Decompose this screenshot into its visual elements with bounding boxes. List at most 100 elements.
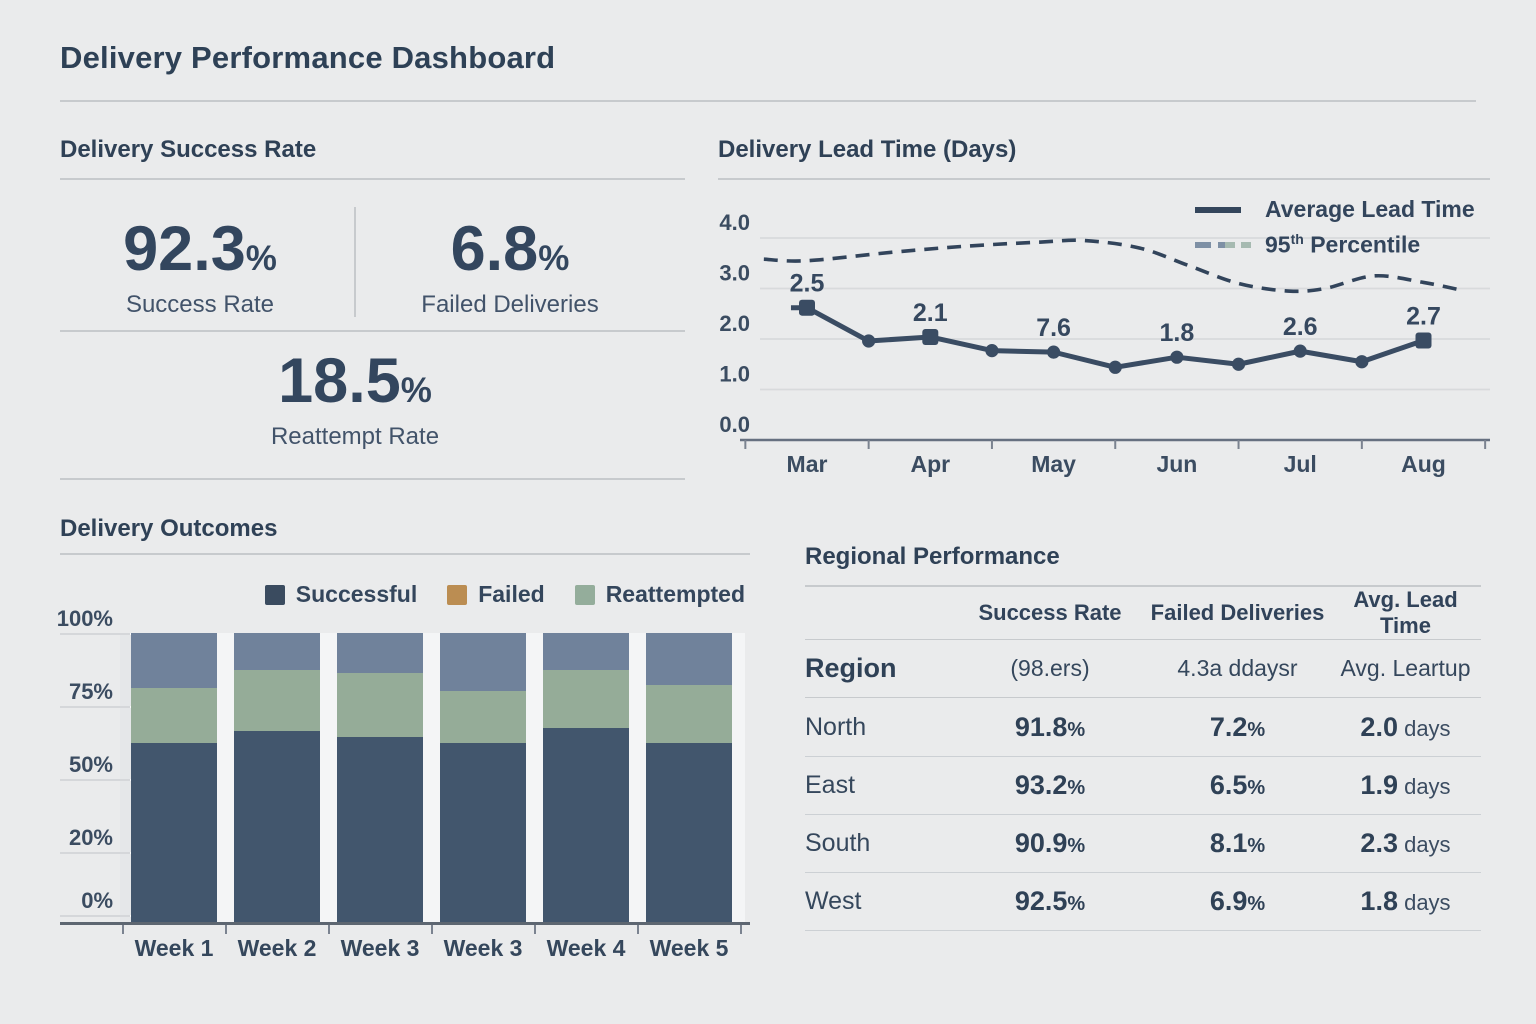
data-label: 7.6	[1036, 314, 1071, 342]
legend-label: Failed	[478, 581, 545, 607]
bar-segment-reattempted	[131, 688, 217, 743]
lead-value: 2.0 days	[1360, 712, 1451, 742]
series-95th-percentile	[763, 238, 1461, 294]
subheader-region: Region	[805, 653, 897, 683]
column-header-avg-lead-time: Avg. Lead Time	[1353, 587, 1458, 638]
page-title: Delivery Performance Dashboard	[60, 40, 556, 75]
table-row: South 90.9% 8.1% 2.3 days	[805, 815, 1481, 873]
divider	[805, 585, 1481, 587]
kpi-section-title: Delivery Success Rate	[60, 136, 317, 163]
bar-segment-successful	[131, 743, 217, 922]
legend-item: 95th Percentile	[1195, 231, 1475, 259]
subheader-col1: (98.ers)	[1010, 655, 1090, 681]
bar-week-4	[440, 633, 526, 922]
legend-label: Average Lead Time	[1265, 196, 1475, 222]
regional-performance-panel: Regional Performance Success Rate Failed…	[805, 535, 1481, 955]
legend-item: Successful	[264, 581, 418, 608]
x-tick-label: Week 5	[649, 935, 729, 961]
kpi-value: 18.5%	[278, 346, 432, 416]
bar-segment-reattempted	[646, 685, 732, 743]
kpi-vertical-divider	[354, 207, 356, 317]
data-label: 2.1	[913, 299, 948, 327]
subheader-col2: 4.3a ddaysr	[1177, 655, 1298, 681]
divider	[60, 553, 750, 555]
kpi-label: Reattempt Rate	[270, 423, 440, 450]
success-value: 93.2%	[1014, 770, 1086, 800]
x-tick	[327, 925, 330, 934]
x-tick-label: Jul	[1284, 451, 1317, 477]
x-tick	[224, 925, 227, 934]
divider	[60, 178, 685, 180]
y-tick-label: 3.0	[719, 261, 750, 286]
kpi-failed-deliveries: 6.8% Failed Deliveries	[390, 218, 630, 319]
bar-segment-failed	[543, 633, 629, 670]
gridline-stub	[60, 779, 130, 781]
data-label: 2.5	[790, 270, 825, 298]
failed-value: 6.9%	[1209, 886, 1266, 916]
data-point	[799, 299, 815, 316]
reattempted-swatch	[574, 584, 595, 605]
gridline-stub	[60, 633, 130, 635]
kpi-value: 92.3%	[123, 214, 277, 284]
gridline-stub	[60, 852, 130, 854]
bar-segment-reattempted	[543, 670, 629, 728]
bar-gap	[629, 633, 646, 922]
data-point	[1047, 345, 1061, 359]
bar-segment-failed	[440, 633, 526, 691]
success-value: 90.9%	[1014, 828, 1086, 858]
outcomes-legend: Successful Failed Reattempted	[120, 581, 745, 608]
success-value: 92.5%	[1014, 886, 1086, 916]
legend-label: Successful	[295, 581, 418, 607]
data-point	[1108, 360, 1122, 374]
bar-segment-successful	[646, 743, 732, 922]
y-tick-label: 75%	[68, 679, 113, 704]
y-tick-label: 0.0	[719, 412, 750, 437]
x-tick	[121, 925, 124, 934]
data-point	[1170, 350, 1184, 364]
title-divider	[60, 100, 1476, 102]
lead-time-chart: 0.0 1.0 2.0 3.0 4.0 Mar Apr May Jun Jul Aug 2.5 2.1 7…	[719, 210, 1490, 477]
bar-segment-reattempted	[440, 691, 526, 743]
bar-gap	[217, 633, 234, 922]
bar-week-1	[131, 633, 217, 922]
lead-time-legend: Average Lead Time 95th Percentile	[1195, 196, 1475, 259]
regional-section-title: Regional Performance	[805, 543, 1060, 570]
kpi-reattempt-rate: 18.5% Reattempt Rate	[235, 350, 475, 451]
success-value: 91.8%	[1014, 712, 1086, 742]
region-name: North	[805, 713, 867, 741]
bar-segment-failed	[234, 633, 320, 670]
x-tick-label: Aug	[1401, 451, 1446, 477]
leadtime-section-title: Delivery Lead Time (Days)	[718, 136, 1017, 163]
bar-segment-successful	[440, 743, 526, 922]
data-point	[1231, 357, 1246, 371]
region-name: South	[805, 829, 871, 857]
plot-right-margin	[732, 633, 745, 922]
legend-label: Reattempted	[605, 581, 745, 607]
x-tick	[636, 925, 639, 934]
subheader-col3: Avg. Leartup	[1340, 655, 1471, 681]
failed-value: 8.1%	[1209, 828, 1266, 858]
table-body: North 91.8% 7.2% 2.0 days East 93.2% 6.5% 1.9 d…	[805, 699, 1481, 931]
divider	[60, 330, 685, 332]
y-tick-label: 50%	[68, 752, 113, 777]
bar-gap	[526, 633, 543, 922]
bar-segment-failed	[131, 633, 217, 688]
table-subheader-row: Region (98.ers) 4.3a ddaysr Avg. Leartup	[805, 640, 1481, 698]
delivery-success-rate-panel: Delivery Success Rate 92.3% Success Rate…	[60, 130, 685, 490]
kpi-label: Success Rate	[125, 291, 275, 318]
legend-label: 95th Percentile	[1265, 231, 1421, 258]
x-tick-label: Week 3	[340, 935, 420, 961]
bar-gap	[423, 633, 440, 922]
column-header-success-rate: Success Rate	[978, 600, 1122, 625]
gridline-stub	[60, 706, 130, 708]
divider	[60, 478, 685, 480]
successful-swatch	[264, 584, 285, 605]
x-tick-label: Week 1	[134, 935, 214, 961]
bar-gap	[320, 633, 337, 922]
x-tick-label: Apr	[910, 451, 950, 477]
bar-week-3	[337, 633, 423, 922]
y-tick-label: 2.0	[719, 311, 750, 336]
x-tick	[430, 925, 433, 934]
bar-week-2	[234, 633, 320, 922]
lead-value: 1.8 days	[1360, 886, 1451, 916]
